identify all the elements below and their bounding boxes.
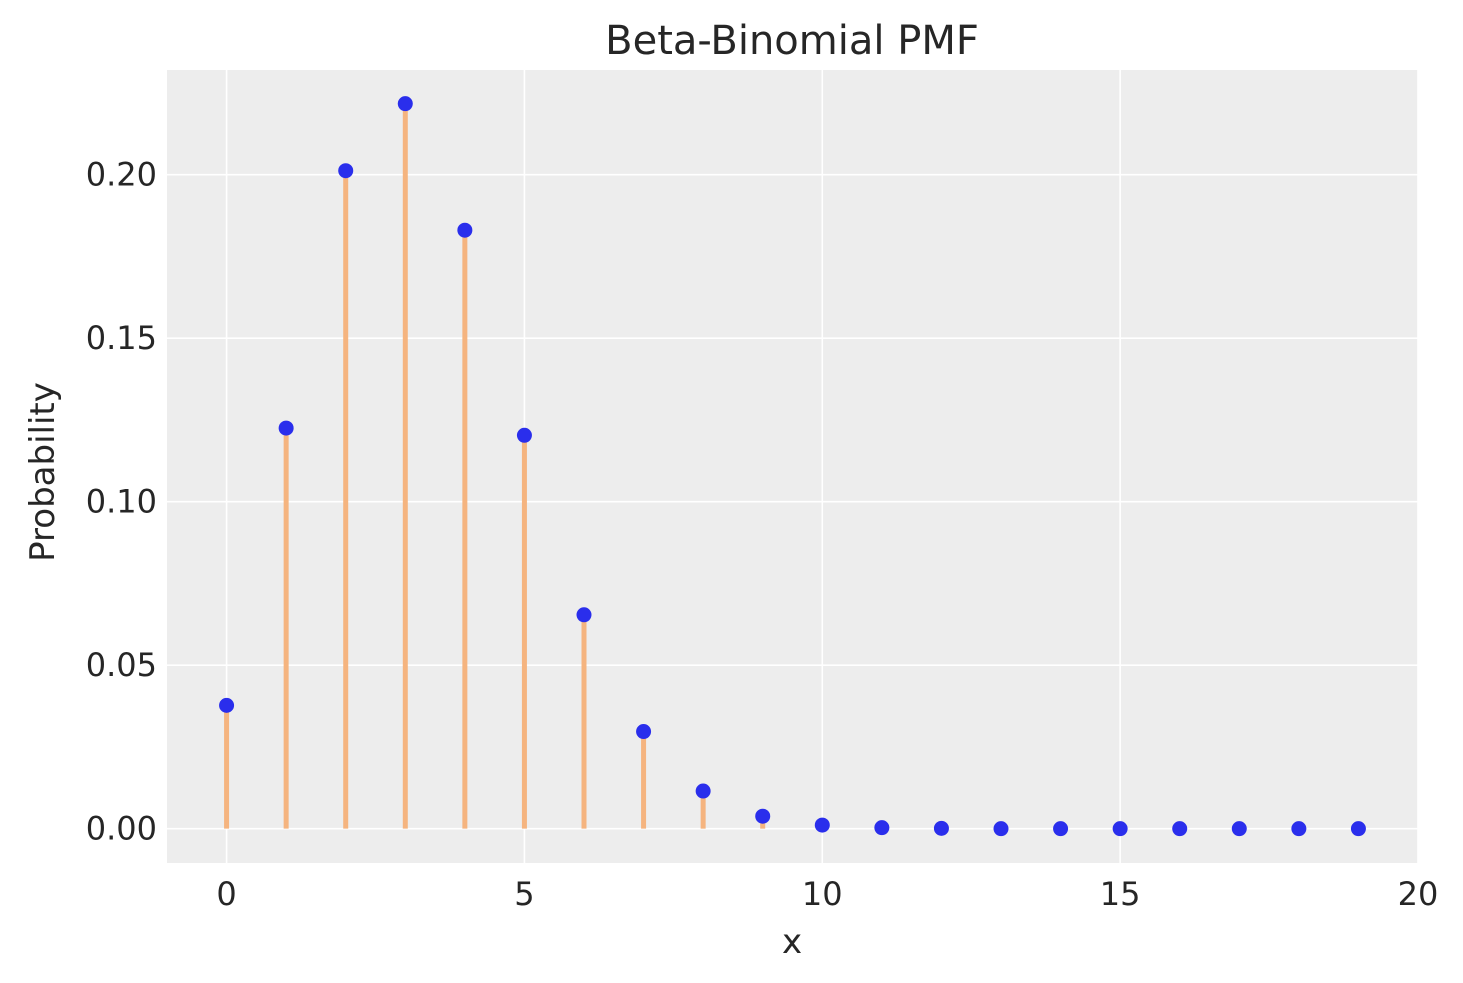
- x-tick-label: 15: [1100, 875, 1141, 913]
- data-point: [219, 697, 235, 713]
- data-point: [933, 820, 949, 836]
- y-tick-label: 0.20: [86, 156, 157, 194]
- data-point: [755, 808, 771, 824]
- data-point: [278, 420, 294, 436]
- x-tick-labels: 0 5 10 15 20: [216, 875, 1438, 913]
- y-axis-label: Probability: [23, 382, 63, 562]
- data-point: [1291, 821, 1307, 837]
- chart-title: Beta-Binomial PMF: [605, 18, 979, 64]
- x-tick-label: 20: [1398, 875, 1439, 913]
- data-point: [457, 222, 473, 238]
- points: [219, 96, 1366, 837]
- data-point: [993, 821, 1009, 837]
- x-axis-label: x: [782, 922, 802, 962]
- x-tick-label: 0: [216, 875, 236, 913]
- data-point: [814, 817, 830, 833]
- data-point: [1112, 821, 1128, 837]
- y-tick-label: 0.15: [86, 319, 157, 357]
- y-tick-labels: 0.00 0.05 0.10 0.15 0.20: [86, 156, 157, 848]
- data-point: [1350, 821, 1366, 837]
- data-point: [397, 96, 413, 112]
- data-point: [874, 820, 890, 836]
- grid: [167, 70, 1419, 863]
- y-tick-label: 0.00: [86, 810, 157, 848]
- x-tick-label: 5: [514, 875, 534, 913]
- plot-area: [167, 70, 1418, 863]
- data-point: [338, 163, 354, 179]
- x-tick-label: 10: [802, 875, 843, 913]
- data-point: [1172, 821, 1188, 837]
- data-point: [576, 607, 592, 623]
- y-tick-label: 0.05: [86, 646, 157, 684]
- data-point: [695, 783, 711, 799]
- stems: [224, 103, 825, 829]
- data-point: [1231, 821, 1247, 837]
- data-point: [636, 724, 652, 740]
- y-tick-label: 0.10: [86, 483, 157, 521]
- data-point: [516, 427, 532, 443]
- data-point: [1053, 821, 1069, 837]
